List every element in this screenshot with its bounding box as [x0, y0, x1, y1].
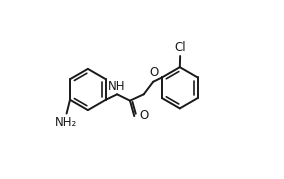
Text: O: O — [149, 66, 158, 79]
Text: NH: NH — [107, 80, 125, 93]
Text: O: O — [139, 109, 148, 122]
Text: Cl: Cl — [175, 41, 186, 54]
Text: NH₂: NH₂ — [55, 116, 77, 129]
